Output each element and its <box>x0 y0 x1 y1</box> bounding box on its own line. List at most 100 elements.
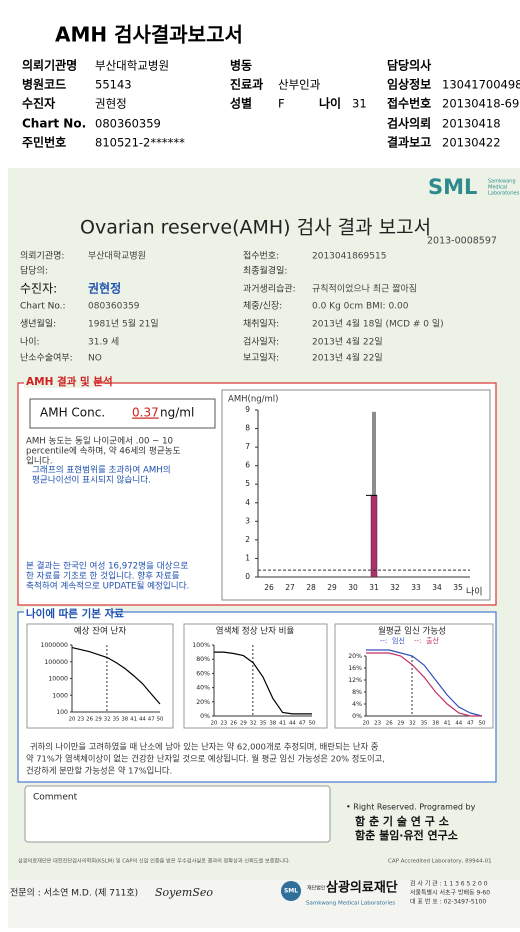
label-bg <box>24 607 110 619</box>
y-tick-label: 6 <box>245 461 250 470</box>
x-tick-label: 26 <box>230 721 237 727</box>
legend-marker: --: <box>380 637 387 645</box>
info-value: 규칙적이었으나 최근 짧아짐 <box>312 283 417 295</box>
section-title: 나이에 따른 기본 자료 <box>26 607 124 620</box>
x-tick-label: 20 <box>363 721 370 727</box>
info-label: 검사일자: <box>243 336 279 348</box>
field-label: 성별 <box>230 96 252 111</box>
x-tick-label: 30 <box>348 583 358 592</box>
org-prefix: 재단법인 <box>307 885 326 892</box>
conc-box <box>29 398 216 429</box>
info-value: 2013년 4월 22일 <box>312 352 383 364</box>
y-tick-label: 0% <box>352 713 362 720</box>
y-tick-label: 40% <box>196 685 210 692</box>
field-label: 의뢰기관명 <box>22 58 77 73</box>
info-value: 0.0 Kg 0cm BMI: 0.00 <box>312 302 409 312</box>
info-label: 과거생리습관: <box>243 284 296 295</box>
field-value: 부산대학교병원 <box>95 59 169 73</box>
field-label: 병동 <box>230 58 252 73</box>
info-value: 31.9 세 <box>88 337 119 348</box>
chart-frame <box>183 623 328 729</box>
field-label: 결과보고 <box>387 135 431 150</box>
x-tick-label: 38 <box>269 721 276 727</box>
y-tick-label: 80% <box>196 656 210 663</box>
axis-title: 나이 <box>466 587 483 598</box>
result-text: 축적하여 계속적으로 UPDATE될 예정입니다. <box>26 580 189 592</box>
info-value: 권현정 <box>88 281 121 296</box>
x-tick-label: 26 <box>86 717 93 723</box>
x-tick-label: 27 <box>285 583 295 592</box>
org: 삼광의료재단 <box>326 880 398 896</box>
lab-name: 함 춘 기 술 연 구 소 <box>355 814 449 828</box>
y-tick-label: 60% <box>196 670 210 677</box>
x-tick-label: 29 <box>397 721 404 727</box>
x-tick-label: 41 <box>130 717 137 723</box>
line <box>366 652 482 717</box>
section-title: AMH 결과 및 분석 <box>26 375 113 388</box>
line <box>71 647 161 705</box>
field-label: 진료과 <box>230 77 263 92</box>
x-tick-label: 50 <box>479 721 486 727</box>
chart-title: 예상 잔여 난자 <box>74 626 127 637</box>
x-tick-label: 35 <box>453 583 463 592</box>
info-value: 2013년 4월 22일 <box>312 336 383 348</box>
report-title: Ovarian reserve(AMH) 검사 결과 보고서 <box>80 217 431 239</box>
x-tick-label: 20 <box>69 717 76 723</box>
y-tick-label: 16% <box>348 665 362 672</box>
field-label: 수진자 <box>22 96 55 111</box>
comment-box <box>24 785 331 843</box>
phone: 대 표 번 호 : 02-3497-5100 <box>410 898 486 906</box>
info-label: 난소수술여부: <box>20 352 73 364</box>
x-tick-label: 28 <box>306 583 316 592</box>
x-tick-label: 29 <box>95 717 102 723</box>
y-tick-label: 7 <box>245 442 250 451</box>
x-tick-label: 23 <box>77 717 84 723</box>
info-label: Chart No.: <box>20 302 66 312</box>
info-label: 생년월일: <box>20 318 56 330</box>
logo-sub: Samkwang <box>488 179 516 185</box>
report-number: 2013-0008597 <box>427 236 497 247</box>
y-tick-label: 9 <box>245 405 250 414</box>
x-tick-label: 34 <box>432 583 442 592</box>
info-value: 2013041869515 <box>312 252 386 262</box>
info-value: 2013년 4월 18일 (MCD # 0 일) <box>312 318 444 330</box>
y-tick-label: 4 <box>245 498 250 507</box>
field-value: 산부인과 <box>278 78 321 92</box>
x-tick-label: 26 <box>264 583 274 592</box>
x-tick-label: 47 <box>148 717 155 723</box>
y-tick-label: 5 <box>245 479 250 488</box>
x-tick-label: 32 <box>390 583 400 592</box>
x-tick-label: 35 <box>113 717 120 723</box>
cap: CAP Accredited Laboratory, 89944-01 <box>388 859 492 865</box>
field-value: 080360359 <box>95 117 161 131</box>
info-label: 보고일자: <box>243 353 279 364</box>
logo: SML <box>428 175 477 199</box>
range-bar <box>372 411 376 496</box>
x-tick-label: 38 <box>432 721 439 727</box>
x-tick-label: 41 <box>444 721 451 727</box>
y-tick-label: 100% <box>192 642 210 649</box>
chart-title: 염색체 정상 난자 비율 <box>216 626 295 637</box>
y-tick-label: 8% <box>352 689 362 696</box>
x-tick-label: 32 <box>104 717 111 723</box>
info-label: 수진자: <box>20 282 57 296</box>
field-label: 검사의뢰 <box>387 116 431 131</box>
x-tick-label: 44 <box>139 717 146 723</box>
result-text: 한 자료를 기초로 한 것입니다. 향후 자료를 <box>26 570 180 582</box>
lab-name: 함춘 불임·유전 연구소 <box>355 828 458 842</box>
conc-value: 0.37 <box>132 406 159 420</box>
x-tick-label: 23 <box>220 721 227 727</box>
legend-label: 출산 <box>426 636 439 645</box>
x-tick-label: 44 <box>289 721 296 727</box>
x-tick-label: 35 <box>421 721 428 727</box>
result-text: percentile에 속하며, 약 46세의 평균농도 <box>26 445 181 457</box>
x-tick-label: 47 <box>467 721 474 727</box>
result-text: 평균나이선이 표시되지 않습니다. <box>32 475 151 486</box>
logo-sub: Medical <box>488 185 507 191</box>
x-tick-label: 32 <box>409 721 416 727</box>
y-tick-label: 2 <box>245 535 250 544</box>
x-tick-label: 32 <box>250 721 257 727</box>
y-tick-label: 0 <box>245 572 250 581</box>
field-value: F <box>278 97 285 111</box>
